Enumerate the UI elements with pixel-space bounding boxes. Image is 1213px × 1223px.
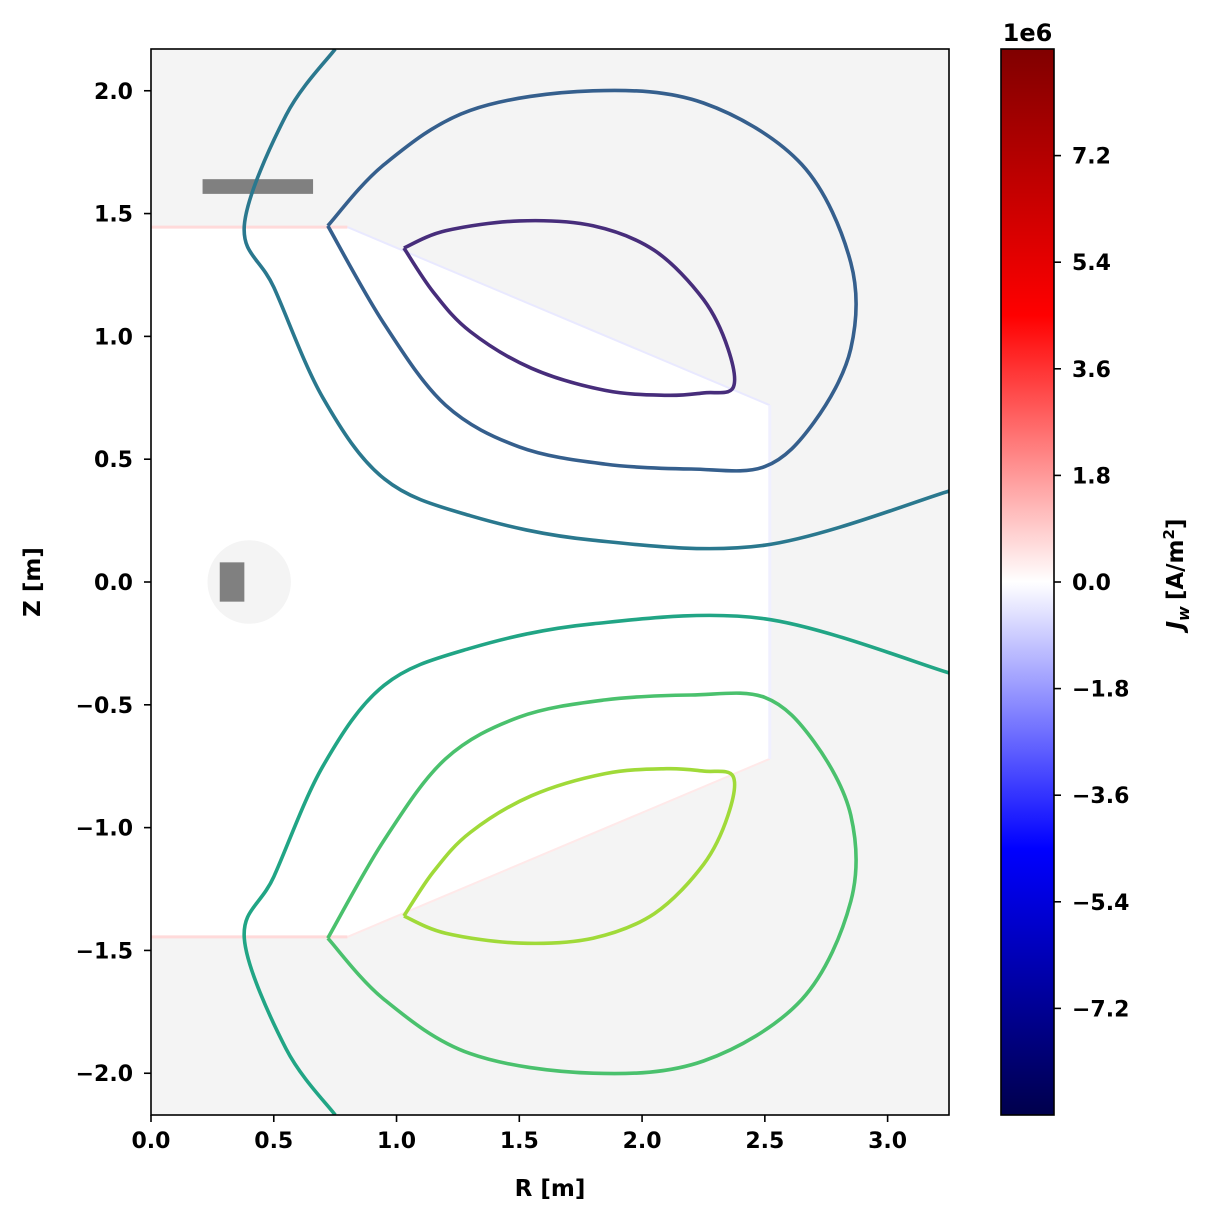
y-tick-label: 1.5 <box>94 203 133 228</box>
x-tick-label: 0.5 <box>254 1129 293 1154</box>
x-tick-label: 1.0 <box>377 1129 416 1154</box>
x-axis-title: R [m] <box>515 1176 586 1202</box>
colorbar: 7.2 5.4 3.6 1.8 0.0 −1.8 −3.6 −5.4 −7.2 <box>1000 48 1129 1116</box>
x-tick-label: 2.0 <box>623 1129 662 1154</box>
contour-line <box>402 218 737 398</box>
y-tick-label: 2.0 <box>94 80 133 105</box>
colorbar-tick-label: −1.8 <box>1072 678 1129 703</box>
x-tick-label: 1.5 <box>500 1129 539 1154</box>
axes: 0.0 0.5 1.0 1.5 2.0 2.5 3.0 2.0 1.5 1.0 0.5 0.0 −0.5… <box>76 48 950 1154</box>
plasma-region <box>151 227 770 937</box>
coil <box>219 562 245 602</box>
contour-line <box>242 613 949 1115</box>
colorbar-tick-label: −7.2 <box>1072 997 1129 1022</box>
colorbar-tick-label: −3.6 <box>1072 784 1129 809</box>
colorbar-tick-label: 1.8 <box>1072 464 1111 489</box>
x-tick-label: 3.0 <box>868 1129 907 1154</box>
wall-current-edge <box>347 757 771 938</box>
coil <box>202 179 314 194</box>
x-tick-label: 2.5 <box>745 1129 784 1154</box>
y-tick-label: −0.5 <box>76 694 133 719</box>
colorbar-tick-label: −5.4 <box>1072 891 1129 916</box>
y-tick-label: 1.0 <box>94 325 133 350</box>
contour-line <box>326 88 858 473</box>
colorbar-gradient <box>1000 48 1055 1116</box>
y-tick-label: −2.0 <box>76 1062 133 1087</box>
y-axis-title: Z [m] <box>20 547 46 617</box>
y-tick-label: 0.5 <box>94 448 133 473</box>
wall-current-edge <box>347 226 771 407</box>
x-tick-label: 0.0 <box>132 1129 171 1154</box>
colorbar-tick-label: 7.2 <box>1072 145 1111 170</box>
colorbar-tick-label: 5.4 <box>1072 251 1111 276</box>
contour-line <box>402 766 737 946</box>
colorbar-tick-label: 0.0 <box>1072 571 1111 596</box>
plot-area <box>151 49 949 1115</box>
contour-line <box>242 49 949 551</box>
y-tick-label: −1.0 <box>76 817 133 842</box>
colorbar-title: Jw[A/m2] <box>1160 519 1193 634</box>
colorbar-tick-label: 3.6 <box>1072 358 1111 383</box>
y-tick-label: −1.5 <box>76 939 133 964</box>
contour-line <box>326 691 858 1076</box>
colorbar-multiplier: 1e6 <box>1003 19 1053 47</box>
central-structure <box>207 540 291 624</box>
y-tick-label: 0.0 <box>94 571 133 596</box>
